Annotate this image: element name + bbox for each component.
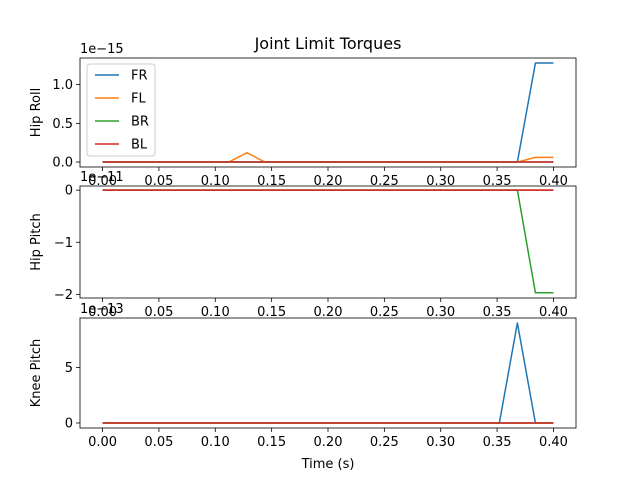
subplot-hip-roll: 0.00 0.05 0.10 0.15 0.20 0.25 0.30 0.35 0.40 0.0 0… [29,42,577,189]
y-offset-text: 1e−11 [80,170,124,185]
legend-label-fr: FR [131,69,148,84]
x-tick-label: 0.35 [483,435,512,450]
legend-box [86,63,156,157]
y-tick-label: −2 [54,288,73,303]
x-tick-label: 0.30 [426,305,455,320]
x-axis-label: Time (s) [301,457,355,472]
x-tick-label: 0.05 [144,305,173,320]
y-tick-label: 1.0 [52,78,73,93]
x-tick-label: 0.20 [314,305,343,320]
x-tick-label: 0.15 [257,305,286,320]
y-tick-label: 0.5 [52,117,73,132]
y-tick-label: 0 [65,417,73,432]
y-axis-label: Hip Pitch [29,213,44,270]
x-tick-label: 0.30 [426,435,455,450]
x-tick-label: 0.00 [88,174,117,189]
subplot-knee-pitch: 0.00 0.05 0.10 0.15 0.20 0.25 0.30 0.35 0.40 0 5 1e… [29,302,577,450]
subplots: 0.00 0.05 0.10 0.15 0.20 0.25 0.30 0.35 0.400.00… [29,42,577,450]
x-tick-label: 0.25 [370,305,399,320]
x-tick-label: 0.05 [144,174,173,189]
x-tick-label: 0.15 [257,435,286,450]
x-tick-label: 0.10 [201,174,230,189]
x-tick-label: 0.10 [201,435,230,450]
x-tick-label: 0.25 [370,174,399,189]
y-axis-label: Knee Pitch [29,339,44,408]
x-tick-label: 0.35 [483,305,512,320]
y-offset-text: 1e−15 [80,42,124,57]
x-tick-label: 0.35 [483,174,512,189]
x-tick-label: 0.30 [426,174,455,189]
y-tick-label: −1 [54,236,73,251]
y-offset-text: 1e−13 [80,302,124,317]
chart-title: Joint Limit Torques [254,34,402,53]
x-tick-label: 0.40 [539,305,568,320]
x-tick-label: 0.40 [539,174,568,189]
x-tick-label: 0.00 [88,305,117,320]
x-tick-label: 0.40 [539,435,568,450]
x-tick-label: 0.25 [370,435,399,450]
x-tick-label: 0.10 [201,305,230,320]
x-tick-label: 0.20 [314,174,343,189]
y-tick-label: 0.0 [52,156,73,171]
x-tick-label: 0.20 [314,435,343,450]
x-tick-label: 0.00 [88,435,117,450]
x-tick-label: 0.05 [144,435,173,450]
subplot-hip-pitch: 0.00 0.05 0.10 0.15 0.20 0.25 0.30 0.35 0.40 0 −1 −… [29,170,577,320]
y-tick-label: 0 [65,184,73,199]
legend: FR FL BR BL [86,63,156,157]
legend-label-bl: BL [131,138,148,153]
y-tick-label: 5 [65,361,73,376]
legend-label-br: BR [131,115,149,130]
legend-label-fl: FL [131,92,146,107]
x-tick-label: 0.15 [257,174,286,189]
y-axis-label: Hip Roll [29,88,44,137]
